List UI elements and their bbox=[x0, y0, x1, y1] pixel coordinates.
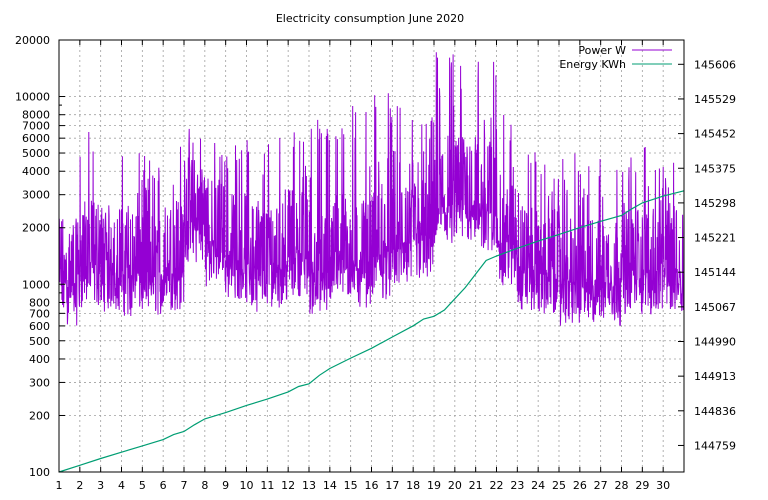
x-tick-label: 27 bbox=[594, 479, 608, 492]
x-tick-label: 22 bbox=[490, 479, 504, 492]
y-tick-label: 6000 bbox=[22, 132, 50, 145]
x-tick-label: 6 bbox=[160, 479, 167, 492]
y2-tick-label: 144913 bbox=[694, 370, 736, 383]
y-tick-label: 4000 bbox=[22, 165, 50, 178]
y-tick-label: 300 bbox=[29, 376, 50, 389]
x-tick-label: 13 bbox=[302, 479, 316, 492]
x-tick-label: 1 bbox=[56, 479, 63, 492]
x-tick-label: 23 bbox=[510, 479, 524, 492]
plot-frame bbox=[58, 39, 685, 473]
legend-label-power: Power W bbox=[578, 44, 626, 57]
energy-series bbox=[58, 190, 685, 473]
y-tick-label: 10000 bbox=[15, 91, 50, 104]
x-tick-label: 21 bbox=[469, 479, 483, 492]
x-tick-label: 18 bbox=[406, 479, 420, 492]
axes: 1 2 3 4 5 6 7 8 9 10 11 12 13 14 15 16 17 18 19 20 21 22 23 24 2… bbox=[15, 34, 736, 492]
y2-tick-label: 144990 bbox=[694, 336, 736, 349]
y2-tick-label: 144759 bbox=[694, 439, 736, 452]
x-tick-label: 12 bbox=[281, 479, 295, 492]
x-tick-label: 15 bbox=[344, 479, 358, 492]
x-tick-label: 4 bbox=[118, 479, 125, 492]
x-tick-label: 29 bbox=[635, 479, 649, 492]
y2-tick-label: 145606 bbox=[694, 58, 736, 71]
y2-tick-label: 145144 bbox=[694, 266, 736, 279]
power-series bbox=[58, 52, 685, 326]
y2-tick-label: 145298 bbox=[694, 197, 736, 210]
x-tick-label: 16 bbox=[365, 479, 379, 492]
x-tick-label: 5 bbox=[139, 479, 146, 492]
energy-line bbox=[58, 190, 685, 473]
x-tick-label: 8 bbox=[201, 479, 208, 492]
x-tick-label: 7 bbox=[181, 479, 188, 492]
y-tick-label: 200 bbox=[29, 409, 50, 422]
y2-tick-label: 145452 bbox=[694, 128, 736, 141]
y-tick-label: 3000 bbox=[22, 189, 50, 202]
x-tick-label: 10 bbox=[240, 479, 254, 492]
y2-tick-label: 145375 bbox=[694, 162, 736, 175]
x-tick-label: 24 bbox=[531, 479, 545, 492]
y-tick-label: 20000 bbox=[15, 34, 50, 47]
y-tick-label: 8000 bbox=[22, 109, 50, 122]
y-tick-label: 700 bbox=[29, 307, 50, 320]
y2-tick-label: 144836 bbox=[694, 405, 736, 418]
legend-label-energy: Energy KWh bbox=[559, 58, 626, 71]
x-tick-label: 20 bbox=[448, 479, 462, 492]
y-tick-label: 500 bbox=[29, 335, 50, 348]
y-tick-label: 100 bbox=[29, 466, 50, 479]
y-tick-label: 5000 bbox=[22, 147, 50, 160]
x-tick-label: 11 bbox=[260, 479, 274, 492]
x-tick-label: 26 bbox=[573, 479, 587, 492]
y-tick-label: 600 bbox=[29, 320, 50, 333]
x-tick-label: 17 bbox=[385, 479, 399, 492]
y-tick-label: 7000 bbox=[22, 120, 50, 133]
x-tick-label: 2 bbox=[76, 479, 83, 492]
x-tick-label: 9 bbox=[222, 479, 229, 492]
x-tick-label: 19 bbox=[427, 479, 441, 492]
x-tick-label: 14 bbox=[323, 479, 337, 492]
legend: Power W Energy KWh bbox=[559, 44, 672, 71]
chart-title: Electricity consumption June 2020 bbox=[276, 12, 464, 25]
x-tick-label: 28 bbox=[615, 479, 629, 492]
x-tick-label: 25 bbox=[552, 479, 566, 492]
y-tick-label: 2000 bbox=[22, 222, 50, 235]
y-tick-label: 400 bbox=[29, 353, 50, 366]
power-line bbox=[58, 52, 685, 326]
y2-tick-label: 145221 bbox=[694, 232, 736, 245]
y2-tick-label: 145067 bbox=[694, 301, 736, 314]
y2-tick-label: 145529 bbox=[694, 93, 736, 106]
y-tick-label: 800 bbox=[29, 296, 50, 309]
x-tick-label: 3 bbox=[97, 479, 104, 492]
y-tick-label: 1000 bbox=[22, 278, 50, 291]
x-tick-label: 30 bbox=[656, 479, 670, 492]
